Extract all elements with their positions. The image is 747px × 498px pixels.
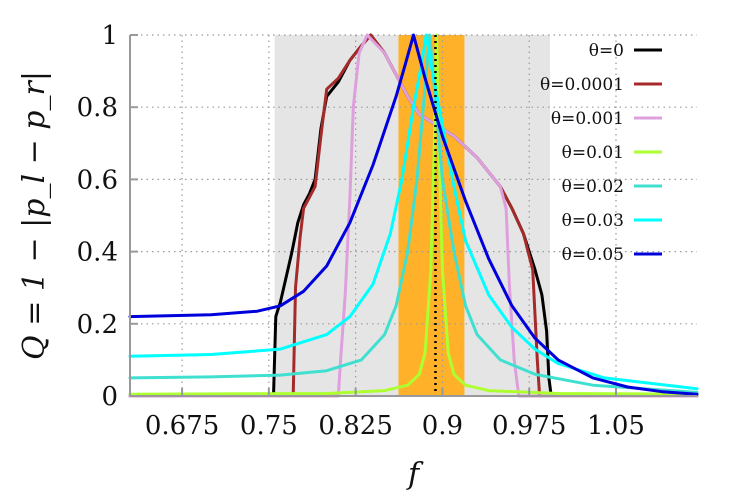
x-tick-label: 1.05 bbox=[587, 411, 645, 441]
y-tick-label: 0 bbox=[101, 382, 118, 412]
x-tick-label: 0.975 bbox=[492, 411, 566, 441]
x-axis-label: f bbox=[406, 457, 424, 492]
x-tick-label: 0.9 bbox=[422, 411, 463, 441]
legend-label-2: θ=0.0001 bbox=[540, 75, 624, 95]
plot-frame bbox=[129, 34, 697, 397]
y-tick-label: 0.6 bbox=[77, 165, 118, 195]
x-tick-label: 0.675 bbox=[145, 411, 219, 441]
y-tick-label: 0.4 bbox=[77, 238, 118, 268]
series-line-5 bbox=[128, 33, 699, 394]
legend-label-6: θ=0.03 bbox=[562, 211, 624, 231]
x-tick-labels: 0.675 0.75 0.825 0.9 0.975 1.05 bbox=[145, 411, 645, 441]
legend-label-5: θ=0.02 bbox=[562, 177, 624, 197]
legend-label-1: θ=0 bbox=[589, 41, 624, 61]
legend-label-3: θ=0.001 bbox=[551, 109, 624, 129]
y-tick-label: 0.8 bbox=[77, 93, 118, 123]
series-lines bbox=[128, 33, 699, 398]
y-tick-labels: 0 0.2 0.4 0.6 0.8 1 bbox=[77, 21, 118, 412]
series-line-6 bbox=[128, 33, 699, 391]
series-line-7 bbox=[128, 33, 699, 396]
x-tick-label: 0.75 bbox=[240, 411, 298, 441]
legend-label-7: θ=0.05 bbox=[562, 245, 624, 265]
x-tick-label: 0.825 bbox=[318, 411, 392, 441]
y-tick-label: 1 bbox=[101, 21, 118, 51]
y-axis-label: Q = 1 − |p_l − p_r| bbox=[17, 71, 52, 360]
legend-label-4: θ=0.01 bbox=[562, 143, 624, 163]
y-tick-label: 0.2 bbox=[77, 310, 118, 340]
legend: θ=0 θ=0.0001 θ=0.001 θ=0.01 θ=0.02 θ=0.03 θ=0.… bbox=[540, 41, 662, 265]
